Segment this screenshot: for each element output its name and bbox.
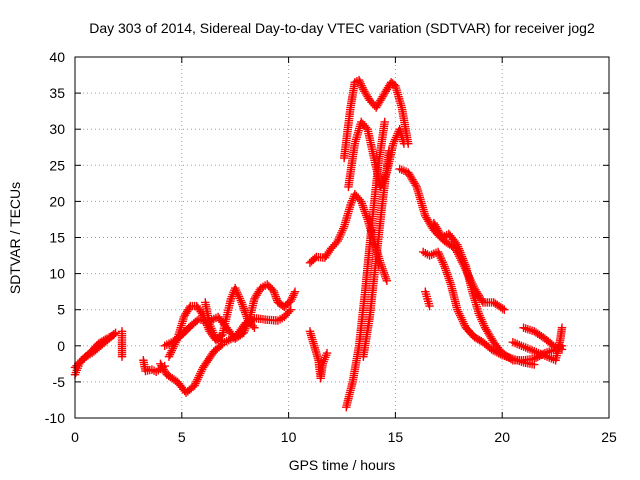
series-arc-9 [305, 327, 332, 383]
series-arc-3 [117, 327, 127, 361]
y-tick-label: 20 [49, 193, 65, 209]
data-point [380, 117, 389, 127]
y-tick-label: -10 [45, 410, 65, 426]
data-point [264, 281, 274, 291]
data-point [530, 360, 539, 369]
data-point [286, 305, 295, 314]
series-arc-18 [421, 287, 434, 311]
y-tick-label: 10 [49, 266, 65, 282]
x-tick-label: 0 [71, 429, 79, 445]
data-point [250, 323, 259, 332]
data-point [117, 352, 127, 361]
x-tick-label: 15 [388, 429, 404, 445]
y-tick-label: 35 [49, 85, 65, 101]
y-axis-label: SDTVAR / TECUs [7, 182, 23, 294]
data-point [384, 146, 394, 156]
data-point [382, 276, 392, 286]
y-tick-label: 0 [57, 338, 65, 354]
data-point [266, 283, 275, 292]
x-tick-label: 10 [281, 429, 297, 445]
data-point [557, 345, 567, 354]
y-tick-label: 30 [49, 121, 65, 137]
data-series [70, 75, 567, 412]
chart-title: Day 303 of 2014, Sidereal Day-to-day VTE… [89, 20, 595, 36]
y-tick-label: 40 [49, 49, 65, 65]
series-arc-5 [156, 340, 227, 397]
y-tick-label: 25 [49, 157, 65, 173]
x-tick-label: 20 [494, 429, 510, 445]
axis-ticks: 0 5 10 15 20 25 -10 -5 0 5 10 15 20 25 30 35 40 [45, 49, 617, 445]
series-arc-8 [201, 298, 295, 347]
y-tick-label: 5 [57, 302, 65, 318]
data-point [310, 254, 319, 263]
series-arc-14 [359, 146, 394, 361]
x-tick-label: 25 [601, 429, 617, 445]
y-tick-label: 15 [49, 230, 65, 246]
series-arc-17 [418, 247, 539, 369]
x-axis-label: GPS time / hours [289, 457, 396, 473]
data-point [263, 280, 272, 289]
series-arc-20 [519, 323, 567, 354]
x-tick-label: 5 [178, 429, 186, 445]
data-point [557, 323, 567, 332]
data-point [290, 287, 300, 296]
data-point [322, 348, 332, 358]
series-arc-2 [70, 330, 118, 372]
data-point [425, 301, 434, 311]
data-point [399, 139, 409, 148]
data-point [500, 305, 509, 314]
y-tick-label: -5 [53, 374, 66, 390]
data-point [109, 330, 118, 340]
series-arc-13 [342, 117, 389, 412]
